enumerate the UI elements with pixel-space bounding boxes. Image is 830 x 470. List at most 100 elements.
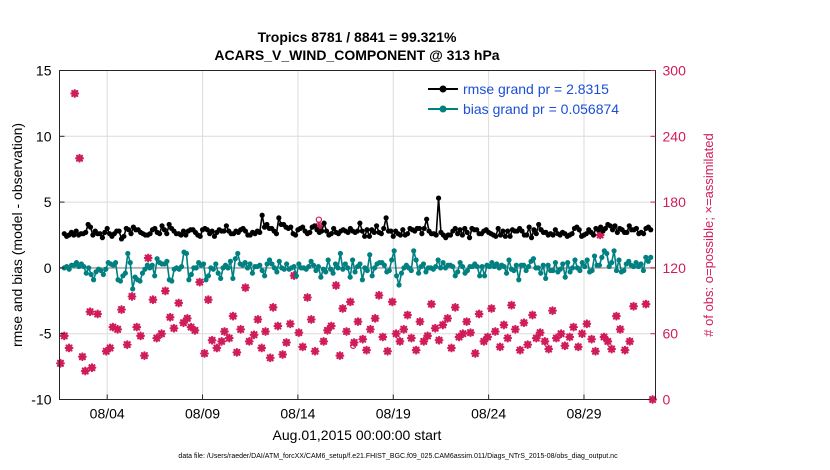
y-tick-label: -5 xyxy=(39,326,52,342)
bias-point xyxy=(452,273,458,279)
rmse-point xyxy=(300,224,306,230)
obs-marker-stroke xyxy=(451,303,459,311)
rmse-point xyxy=(528,235,535,241)
bias-point xyxy=(249,270,256,276)
obs-assimilated-marker xyxy=(378,332,388,342)
title-line1: Tropics 8781 / 8841 = 99.321% xyxy=(258,29,457,45)
rmse-point xyxy=(180,228,187,234)
bias-point xyxy=(523,267,529,274)
obs-marker-stroke xyxy=(245,337,253,345)
bias-point xyxy=(225,265,231,271)
obs-marker-stroke xyxy=(157,330,166,338)
obs-assimilated-marker xyxy=(294,328,304,338)
bias-point xyxy=(540,262,546,268)
obs-assimilated-marker xyxy=(200,349,209,358)
obs-assimilated-marker xyxy=(411,345,421,355)
obs-assimilated-marker xyxy=(387,297,397,307)
legend-bias-marker xyxy=(439,105,447,113)
obs-assimilated-marker xyxy=(399,324,409,334)
obs-marker-stroke xyxy=(327,322,335,330)
obs-assimilated-marker xyxy=(174,298,184,308)
rmse-point xyxy=(102,229,108,235)
obs-marker-stroke xyxy=(578,330,586,338)
obs-assimilated-marker xyxy=(122,340,132,350)
obs-assimilated-marker xyxy=(165,312,175,322)
rmse-point xyxy=(273,231,280,237)
rmse-point xyxy=(321,220,327,226)
bias-point xyxy=(342,261,348,267)
bias-point xyxy=(413,257,419,263)
bias-point xyxy=(645,258,651,264)
bias-point xyxy=(271,265,278,271)
bias-point xyxy=(369,273,375,279)
bias-point xyxy=(242,260,248,266)
bias-point xyxy=(530,256,537,262)
rmse-point xyxy=(209,228,215,234)
bias-point xyxy=(616,257,622,263)
x-tick-label: 08/14 xyxy=(280,406,315,422)
rmse-point xyxy=(612,223,618,229)
rmse-point xyxy=(164,231,170,237)
bias-point xyxy=(103,266,109,272)
bias-point xyxy=(609,260,615,266)
obs-assimilated-marker xyxy=(556,329,566,339)
rmse-point xyxy=(397,232,404,238)
rmse-point xyxy=(383,215,389,221)
bias-point xyxy=(183,250,190,257)
bias-point xyxy=(391,248,397,254)
obs-assimilated-marker xyxy=(186,322,196,332)
obs-marker-stroke xyxy=(78,353,86,361)
obs-marker-stroke xyxy=(403,311,412,319)
axis-layer: 08/04 08/09 08/14 08/19 08/24 08/29 -10 -5 0 5 10 1… xyxy=(31,63,686,422)
obs-marker-stroke xyxy=(371,314,379,322)
rmse-point xyxy=(497,232,504,238)
rmse-point xyxy=(400,227,406,233)
rmse-point xyxy=(90,232,96,238)
obs-marker-stroke xyxy=(504,334,512,342)
obs-marker-stroke xyxy=(557,330,565,338)
x-tick-label: 08/09 xyxy=(185,406,220,422)
legend: rmse grand pr = 2.8315 bias grand pr = 0… xyxy=(428,81,619,117)
rmse-point xyxy=(505,228,511,234)
obs-marker-stroke xyxy=(183,314,191,322)
obs-assimilated-marker xyxy=(474,309,484,319)
bias-point xyxy=(479,263,485,270)
obs-marker-stroke xyxy=(416,318,424,326)
rmse-point xyxy=(609,227,616,233)
bias-point xyxy=(88,271,94,278)
obs-marker-stroke xyxy=(561,342,569,350)
bias-point xyxy=(464,267,471,274)
obs-marker-stroke xyxy=(484,333,492,341)
obs-assimilated-marker xyxy=(560,341,570,351)
obs-assimilated-marker xyxy=(113,324,123,334)
obs-marker-stroke xyxy=(123,341,131,349)
rmse-point xyxy=(381,225,387,232)
obs-marker-stroke xyxy=(491,327,499,336)
rmse-point xyxy=(307,229,313,235)
bias-point xyxy=(218,275,224,282)
obs-assimilated-marker xyxy=(265,353,275,363)
obs-assimilated-marker xyxy=(427,299,436,309)
obs-assimilated-marker xyxy=(591,346,600,356)
legend-rmse-marker xyxy=(439,85,447,93)
obs-assimilated-marker xyxy=(244,336,254,346)
obs-marker-stroke xyxy=(149,296,157,304)
rmse-point xyxy=(373,223,380,229)
obs-assimilated-marker xyxy=(228,311,238,321)
obs-assimilated-marker xyxy=(105,343,115,353)
obs-marker-stroke xyxy=(532,334,540,342)
bias-point xyxy=(486,263,493,270)
bias-point xyxy=(210,266,216,272)
obs-assimilated-marker xyxy=(148,295,158,305)
bias-point xyxy=(562,274,568,280)
obs-assimilated-marker xyxy=(603,336,613,346)
rmse-point xyxy=(452,225,458,232)
y2-tick-label: 300 xyxy=(663,63,687,79)
obs-assimilated-marker xyxy=(625,336,635,346)
bias-point xyxy=(596,262,603,268)
series-layer xyxy=(61,195,654,292)
obs-assimilated-marker xyxy=(620,345,630,355)
rmse-point xyxy=(390,233,396,239)
obs-marker-stroke xyxy=(250,331,258,339)
x-tick-label: 08/19 xyxy=(376,406,411,422)
